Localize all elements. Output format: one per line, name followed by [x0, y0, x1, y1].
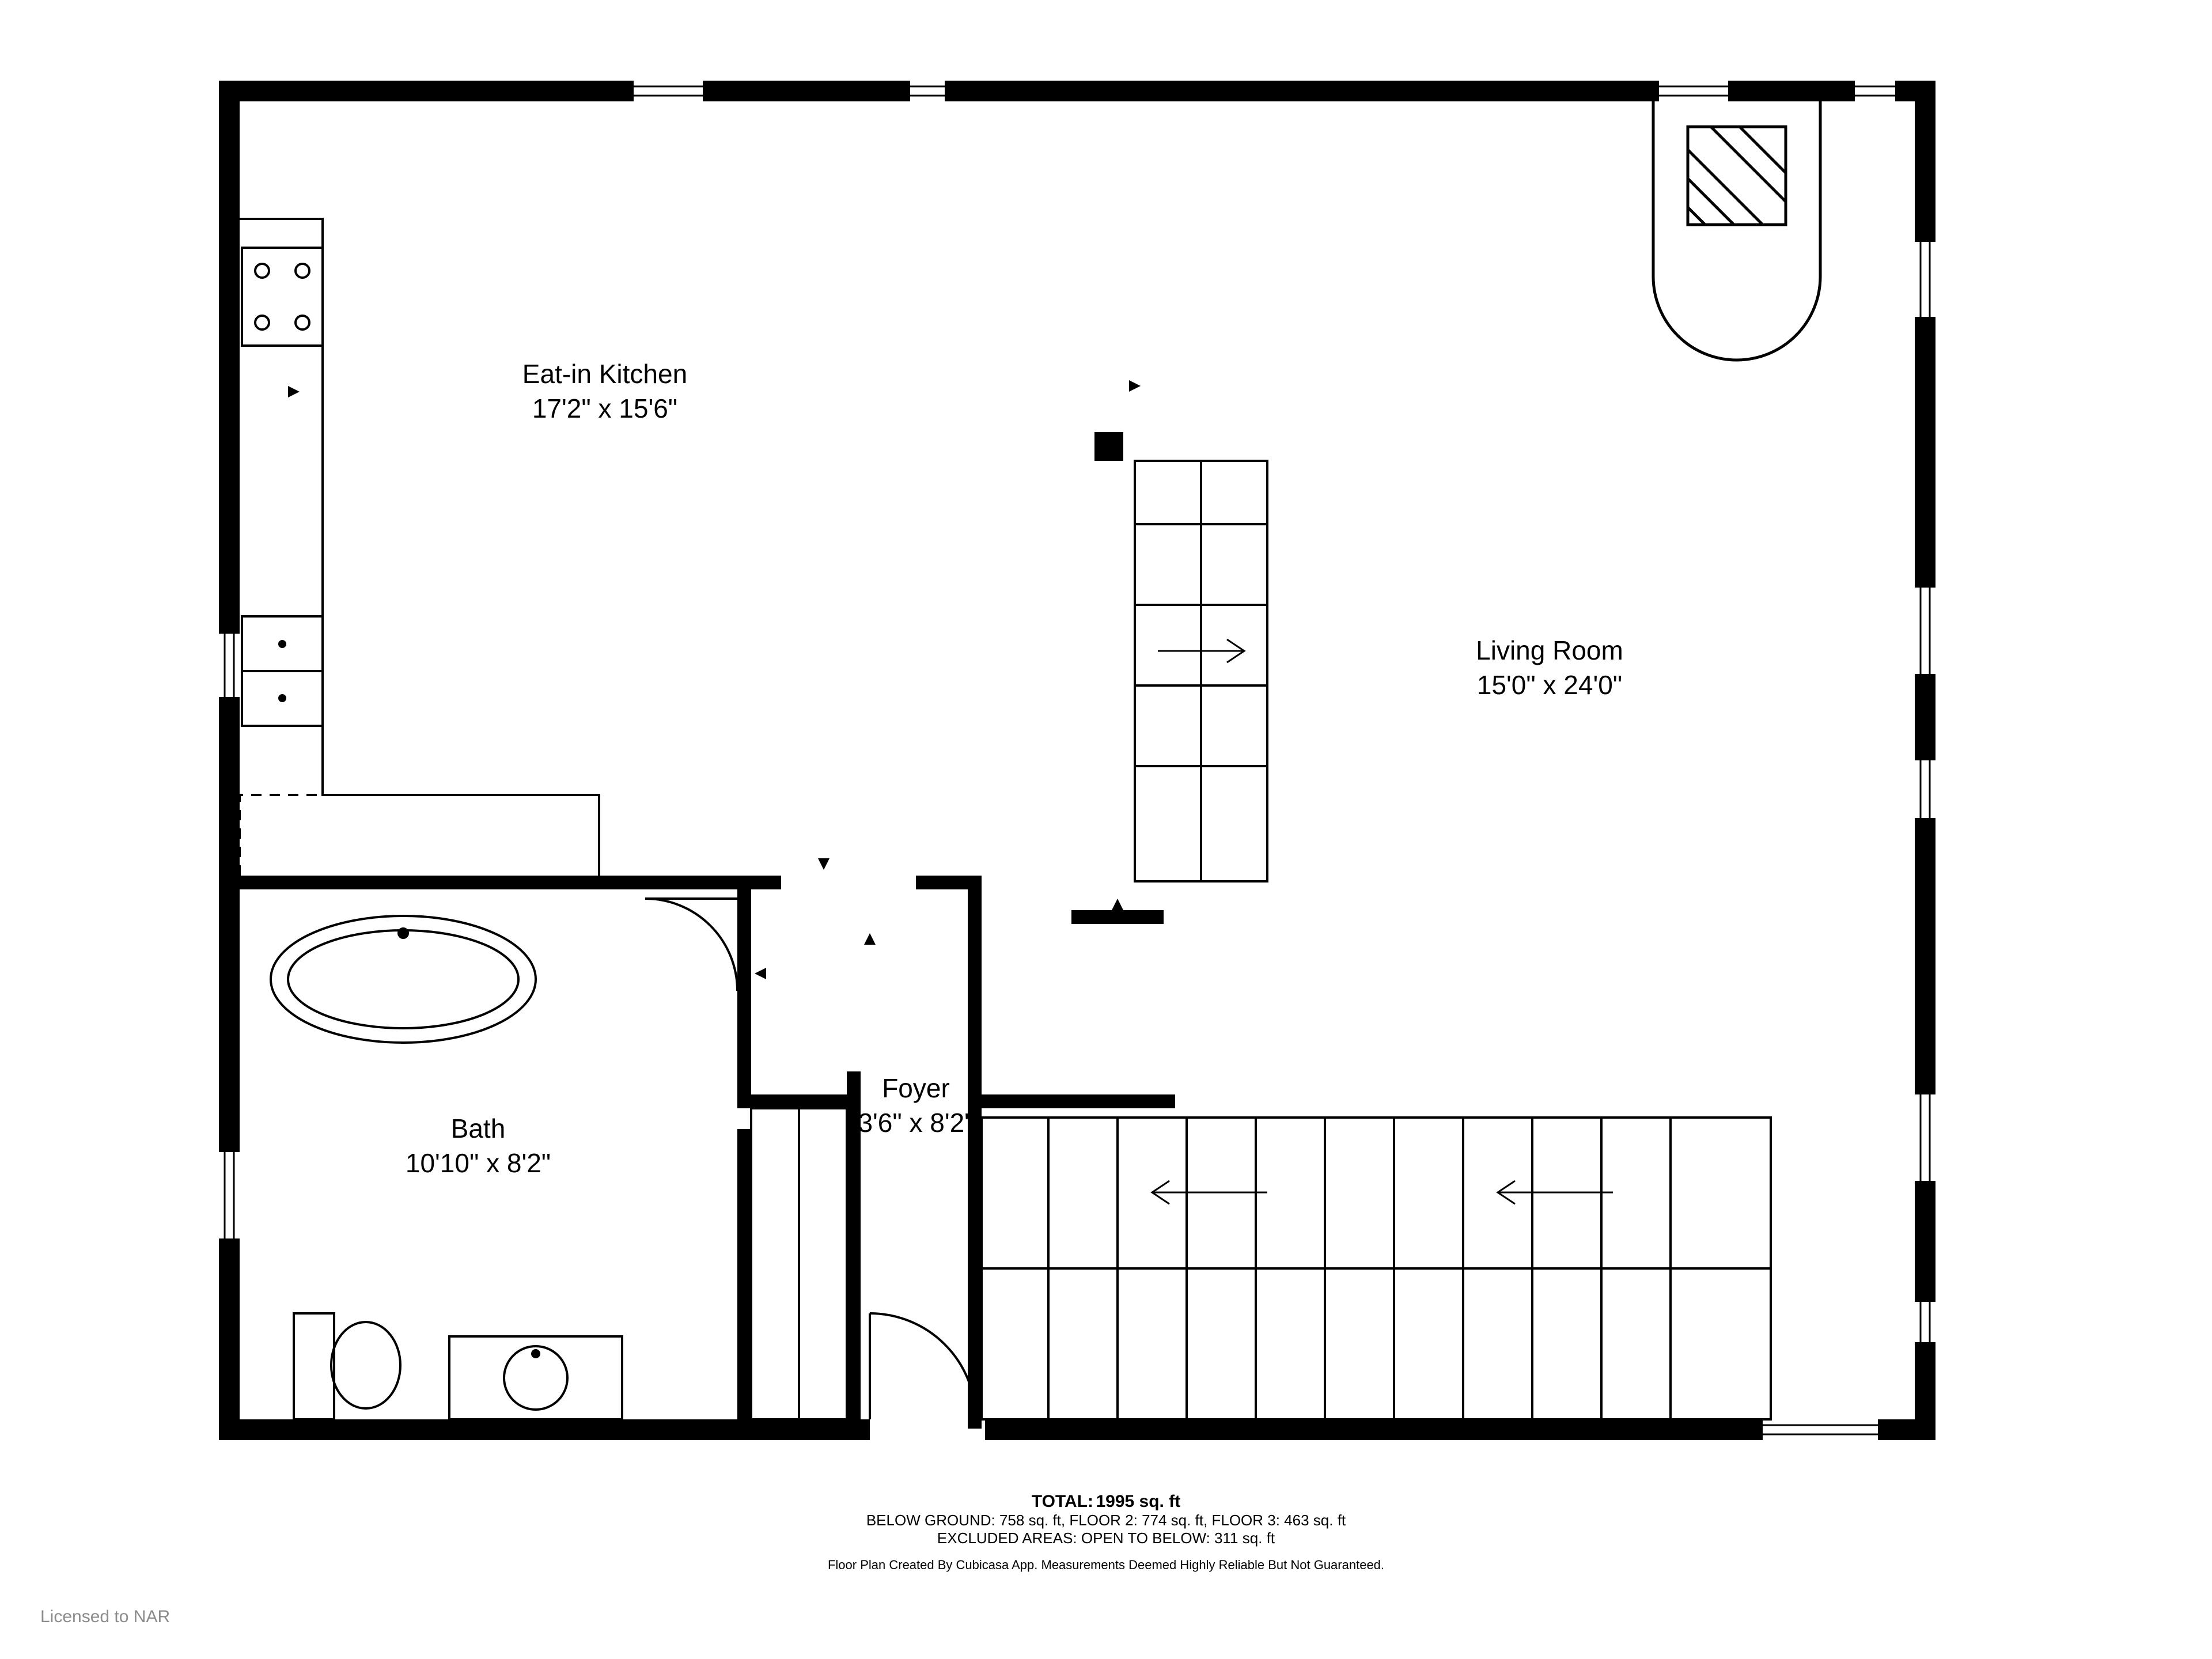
bath-dim: 10'10" x 8'2" [406, 1146, 551, 1181]
kitchen-name: Eat-in Kitchen [522, 357, 687, 392]
closet [751, 1108, 847, 1419]
label-bath: Bath 10'10" x 8'2" [406, 1112, 551, 1181]
outer-walls [219, 81, 1936, 1440]
window-notches [219, 81, 1936, 1440]
footer: TOTAL: 1995 sq. ft BELOW GROUND: 758 sq.… [828, 1492, 1384, 1573]
footer-line1: BELOW GROUND: 758 sq. ft, FLOOR 2: 774 s… [828, 1512, 1384, 1529]
stairs-lower [982, 1118, 1771, 1419]
label-kitchen: Eat-in Kitchen 17'2" x 15'6" [522, 357, 687, 426]
footer-line2: EXCLUDED AREAS: OPEN TO BELOW: 311 sq. f… [828, 1529, 1384, 1547]
fireplace [1653, 101, 1820, 360]
living-dim: 15'0" x 24'0" [1476, 668, 1623, 703]
footer-total-label: TOTAL: [1032, 1492, 1093, 1511]
footer-credit: Floor Plan Created By Cubicasa App. Meas… [828, 1558, 1384, 1573]
bath-name: Bath [406, 1112, 551, 1146]
kitchen-counter [240, 219, 599, 876]
floor-plan-svg [0, 0, 2212, 1659]
stairs-upper [1135, 461, 1267, 881]
footer-total-value: 1995 sq. ft [1096, 1492, 1180, 1511]
footer-total-row: TOTAL: 1995 sq. ft [828, 1492, 1384, 1512]
license-text: Licensed to NAR [40, 1607, 170, 1627]
foyer-name: Foyer [858, 1071, 974, 1106]
doors [645, 899, 976, 1419]
kitchen-dim: 17'2" x 15'6" [522, 392, 687, 426]
foyer-dim: 3'6" x 8'2" [858, 1106, 974, 1141]
living-name: Living Room [1476, 634, 1623, 668]
label-foyer: Foyer 3'6" x 8'2" [858, 1071, 974, 1141]
label-living: Living Room 15'0" x 24'0" [1476, 634, 1623, 703]
